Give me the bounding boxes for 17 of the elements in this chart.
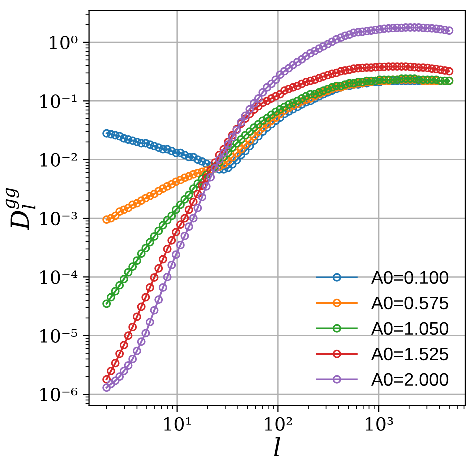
legend-label: A0=0.575: [371, 296, 448, 310]
y-tick-label: 10⁻⁵: [40, 329, 78, 343]
legend-label: A0=1.525: [371, 348, 448, 361]
x-axis-title: l: [274, 437, 280, 456]
y-tick-label: 10⁰: [50, 36, 78, 50]
y-tick-label: 10⁻¹: [40, 94, 77, 108]
y-tick-label: 10⁻³: [40, 212, 78, 226]
x-tick-label: 10³: [366, 417, 394, 432]
legend-label: A0=0.100: [371, 271, 449, 284]
y-axis-title: D$^{gg}$$_{l}$: [6, 188, 36, 231]
x-tick-label: 10²: [265, 417, 292, 432]
y-tick-label: 10⁻²: [40, 153, 78, 167]
legend-label: A0=1.050: [371, 322, 449, 336]
y-tick-label: 10⁻⁶: [40, 388, 78, 402]
x-tick-label: 10¹: [164, 417, 192, 432]
legend-label: A0=2.000: [371, 373, 449, 386]
y-tick-label: 10⁻⁴: [40, 270, 78, 284]
